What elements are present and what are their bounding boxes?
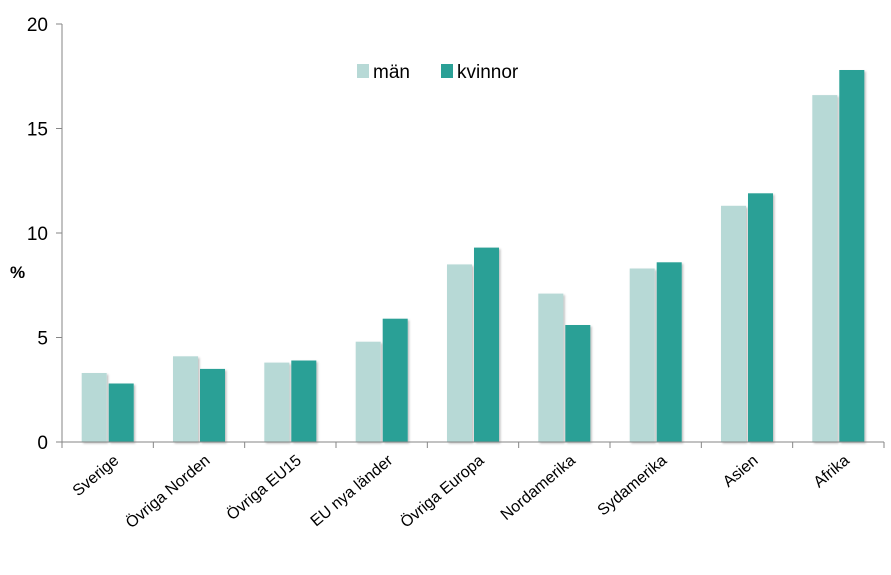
bar-man-5: [538, 293, 564, 442]
y-tick-label-3: 15: [27, 120, 48, 141]
category-label-7: Asien: [720, 452, 762, 491]
y-axis-label: %: [10, 263, 25, 282]
bar-man-1: [173, 356, 198, 442]
category-label-6: Sydamerika: [595, 452, 671, 519]
legend-label-0: män: [373, 62, 410, 83]
legend-swatch-1: [441, 64, 453, 78]
bar-man-0: [81, 373, 107, 442]
category-label-4: Övriga Europa: [397, 451, 488, 531]
bar-kvinnor-1: [200, 368, 225, 442]
bar-kvinnor-3: [382, 318, 408, 442]
bar-kvinnor-5: [565, 325, 591, 442]
y-tick-label-2: 10: [27, 224, 48, 245]
bar-man-2: [264, 362, 290, 442]
category-label-8: Afrika: [811, 452, 853, 491]
legend: män kvinnor: [357, 62, 519, 83]
category-label-1: Övriga Norden: [122, 451, 213, 532]
bar-man-7: [721, 205, 746, 442]
y-tick-label-1: 5: [37, 329, 48, 350]
bars-group: [81, 70, 865, 442]
legend-label-1: kvinnor: [457, 62, 519, 83]
bar-kvinnor-0: [108, 383, 134, 442]
legend-swatch-0: [357, 64, 369, 78]
category-label-2: Övriga EU15: [223, 451, 305, 524]
bar-kvinnor-8: [839, 70, 865, 442]
category-label-5: Nordamerika: [498, 452, 579, 524]
bar-kvinnor-4: [474, 247, 499, 442]
category-label-3: EU nya länder: [308, 452, 397, 531]
bar-man-3: [355, 341, 381, 442]
bar-kvinnor-2: [291, 360, 317, 442]
category-label-0: Sverige: [70, 452, 123, 500]
bar-kvinnor-6: [656, 262, 682, 442]
y-tick-label-0: 0: [37, 433, 48, 454]
bar-man-6: [629, 268, 655, 442]
y-tick-label-4: 20: [27, 15, 48, 36]
bar-kvinnor-7: [748, 193, 773, 442]
bar-man-8: [812, 95, 838, 442]
bar-man-4: [447, 264, 472, 442]
ticks-group: [56, 23, 885, 448]
